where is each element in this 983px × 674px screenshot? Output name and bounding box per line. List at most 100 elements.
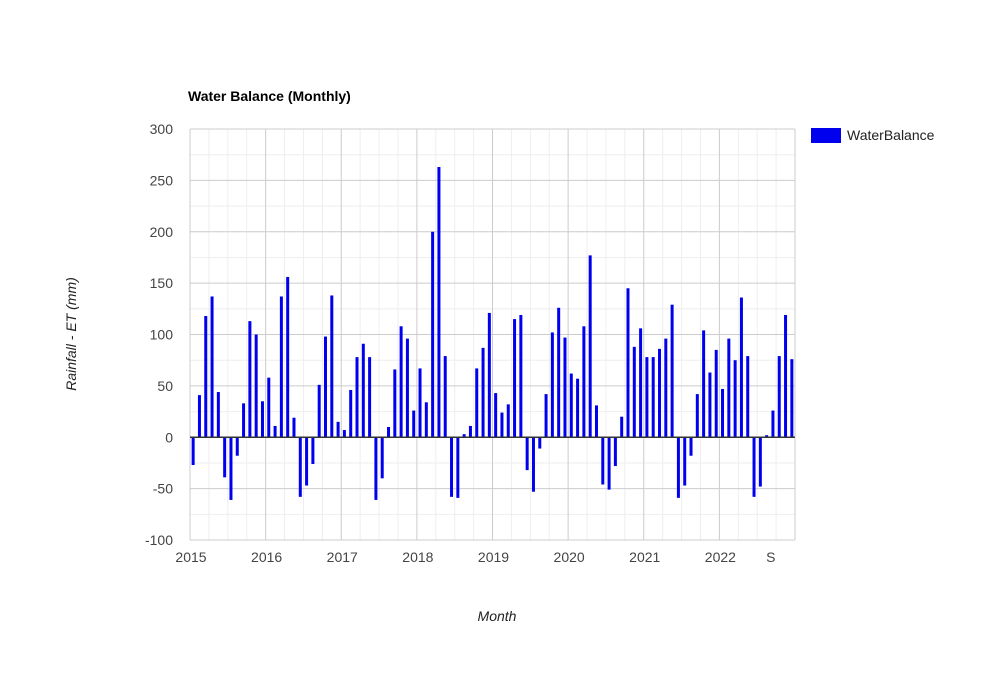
bar <box>632 346 636 438</box>
y-tick-label: 250 <box>150 172 174 188</box>
bar <box>519 314 523 438</box>
x-tick-label: 2015 <box>175 549 206 565</box>
bar <box>626 288 630 438</box>
bar <box>582 326 586 438</box>
bar <box>242 403 246 438</box>
bar <box>607 437 611 490</box>
bar <box>727 338 731 438</box>
bar <box>500 412 504 438</box>
bar <box>708 372 712 438</box>
bar <box>721 388 725 438</box>
bars <box>191 167 794 500</box>
y-tick-label: 200 <box>150 224 174 240</box>
bar <box>393 369 397 438</box>
bar <box>399 326 403 438</box>
bar <box>418 368 422 438</box>
x-tick-label: 2019 <box>478 549 509 565</box>
bar <box>676 437 680 498</box>
bar <box>620 416 624 438</box>
bar <box>777 356 781 438</box>
bar <box>695 394 699 438</box>
bar <box>576 378 580 438</box>
bar <box>601 437 605 485</box>
bar <box>645 357 649 438</box>
bar <box>487 312 491 438</box>
bar <box>355 357 359 438</box>
legend-swatch <box>811 128 841 143</box>
bar <box>210 296 214 438</box>
bar <box>714 349 718 438</box>
x-tick-label: 2018 <box>402 549 433 565</box>
y-axis-ticks: -100 -50 0 50 100 150 200 250 300 <box>145 121 173 548</box>
bar <box>557 307 561 438</box>
y-axis-label: Rainfall - ET (mm) <box>63 277 79 391</box>
bar <box>204 316 208 438</box>
bar <box>317 384 321 438</box>
x-tick-label: 2016 <box>251 549 282 565</box>
chart-title: Water Balance (Monthly) <box>188 88 351 104</box>
bar <box>513 319 517 438</box>
bar <box>739 297 743 438</box>
bar <box>361 343 365 438</box>
x-tick-label: 2021 <box>629 549 660 565</box>
bar <box>651 357 655 438</box>
bar <box>260 401 264 438</box>
bar <box>481 347 485 438</box>
x-tick-label: 2022 <box>705 549 736 565</box>
bar <box>594 405 598 438</box>
legend: WaterBalance <box>811 127 935 143</box>
bar <box>538 437 542 449</box>
bar <box>267 377 271 438</box>
x-tick-label: S <box>766 549 775 565</box>
bar <box>664 338 668 438</box>
bar <box>765 435 769 438</box>
y-tick-label: 150 <box>150 275 174 291</box>
bar <box>475 368 479 438</box>
bar <box>368 357 372 438</box>
bar <box>216 392 220 438</box>
bar <box>191 437 195 465</box>
bar <box>702 330 706 438</box>
bar <box>311 437 315 464</box>
bar <box>784 314 788 438</box>
bar <box>336 421 340 438</box>
y-tick-label: 300 <box>150 121 174 137</box>
bar <box>380 437 384 479</box>
legend-label: WaterBalance <box>847 127 935 143</box>
bar <box>758 437 762 487</box>
bar <box>506 404 510 438</box>
bar <box>689 437 693 456</box>
x-axis-ticks: 2015 2016 2017 2018 2019 2020 2021 2022 S <box>175 549 775 565</box>
bar <box>658 348 662 438</box>
y-tick-label: -100 <box>145 532 173 548</box>
x-axis-label: Month <box>478 608 517 624</box>
bar <box>639 328 643 438</box>
bar <box>248 321 252 438</box>
bar <box>588 255 592 438</box>
bar <box>468 425 472 438</box>
bar <box>683 437 687 486</box>
bar <box>437 167 441 438</box>
y-tick-label: 100 <box>150 327 174 343</box>
bar <box>746 356 750 438</box>
bar <box>273 425 277 438</box>
bar <box>424 402 428 438</box>
y-tick-label: 0 <box>165 429 173 445</box>
bar <box>790 359 794 438</box>
bar <box>525 437 529 471</box>
bar <box>229 437 233 500</box>
bar <box>374 437 378 500</box>
bar <box>550 332 554 438</box>
bar <box>330 295 334 438</box>
x-tick-label: 2020 <box>554 549 585 565</box>
bar <box>342 430 346 438</box>
bar <box>349 389 353 438</box>
bar <box>254 334 258 438</box>
bar <box>443 356 447 438</box>
bar <box>412 410 416 438</box>
bar <box>456 437 460 498</box>
bar <box>613 437 617 467</box>
bar <box>563 337 567 438</box>
bar <box>569 373 573 438</box>
